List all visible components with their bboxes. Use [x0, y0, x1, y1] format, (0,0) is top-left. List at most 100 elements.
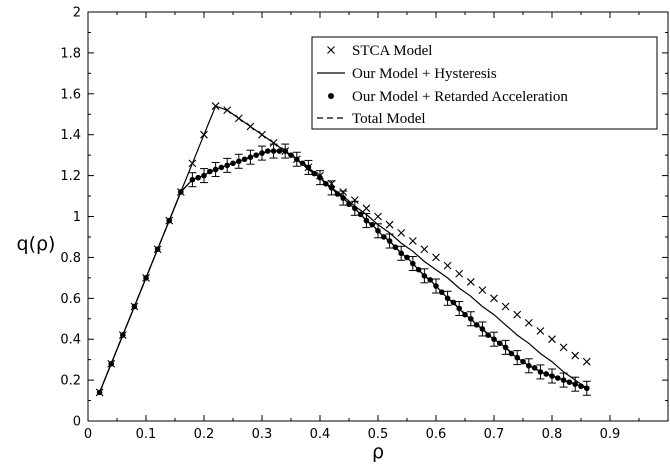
y-tick-label: 0.6 [60, 292, 81, 307]
x-tick-label: 0.8 [542, 427, 563, 442]
stca-point [466, 278, 475, 286]
x-tick-label: 0.1 [136, 427, 157, 442]
cross-stroke [107, 359, 116, 368]
stca-point [397, 228, 406, 237]
cross-stroke [327, 46, 335, 54]
retarded-acceleration-point [537, 369, 544, 375]
y-tick-label: 2 [73, 6, 81, 21]
retarded-acceleration-point [526, 362, 532, 369]
stca-point [408, 237, 417, 245]
retarded-acceleration-point [485, 332, 492, 338]
stca-point [292, 155, 301, 164]
stca-point [246, 122, 255, 131]
retarded-acceleration-point [218, 164, 225, 171]
retarded-acceleration-point [404, 254, 410, 261]
stca-point [362, 204, 371, 213]
cross-stroke [490, 294, 498, 303]
cross-stroke [466, 278, 475, 286]
cross-stroke [350, 196, 359, 205]
cross-stroke [339, 188, 348, 196]
stca-point [211, 102, 220, 110]
cross-stroke [142, 273, 150, 282]
retarded-acceleration-point [247, 154, 254, 160]
retarded-acceleration-point [207, 168, 213, 175]
cross-stroke [165, 216, 174, 225]
retarded-acceleration-point [299, 160, 306, 167]
retarded-acceleration-point [508, 350, 515, 357]
cross-stroke [188, 159, 197, 168]
cross-stroke [455, 269, 464, 278]
stca-point [153, 245, 162, 254]
stca-point [478, 286, 487, 295]
retarded-acceleration-point [276, 148, 283, 154]
cross-stroke [130, 302, 139, 311]
legend-marker-stca [327, 46, 335, 54]
cross-stroke [408, 237, 417, 245]
retarded-acceleration-point [352, 205, 358, 212]
retarded-acceleration-point [410, 260, 416, 267]
retarded-acceleration-point [560, 377, 567, 383]
y-tick-label: 1.2 [60, 169, 81, 184]
y-tick-label: 1.6 [60, 87, 81, 102]
retarded-acceleration-point [433, 283, 439, 289]
retarded-acceleration-point [415, 266, 422, 273]
retarded-acceleration-point [346, 201, 352, 208]
stca-point [95, 388, 104, 397]
stca-point [165, 216, 174, 225]
axis-ticks: 0 0.1 0.2 0.3 0.4 0.5 0.6 0.7 0.8 0.9 0 0.2 0.4 0.6 0.… [60, 6, 668, 442]
cross-stroke [118, 331, 127, 339]
x-axis-title: ρ [372, 441, 384, 463]
stca-point [432, 253, 440, 262]
retarded-acceleration-point [473, 322, 480, 328]
cross-stroke [327, 179, 336, 188]
retarded-acceleration-point [578, 383, 584, 390]
stca-point [536, 327, 545, 335]
stca-point [548, 335, 556, 344]
retarded-acceleration-point [270, 148, 277, 154]
cross-stroke [524, 318, 533, 327]
retarded-acceleration-point [491, 336, 497, 343]
y-tick-label: 1 [73, 210, 81, 225]
stca-point [582, 357, 591, 366]
retarded-acceleration-point [236, 158, 242, 165]
cross-stroke [374, 212, 382, 221]
x-tick-label: 0.6 [426, 427, 447, 442]
y-tick-label: 0.8 [60, 251, 81, 266]
cross-stroke [559, 343, 568, 352]
legend: STCA Model Our Model + Hysteresis Our Mode… [311, 36, 658, 130]
cross-stroke [443, 261, 452, 270]
retarded-acceleration-point [584, 385, 590, 392]
stca-point [339, 188, 348, 196]
cross-stroke [548, 335, 556, 344]
x-tick-label: 0.2 [194, 427, 215, 442]
retarded-acceleration-point [259, 150, 265, 156]
retarded-acceleration-point [375, 228, 381, 234]
retarded-acceleration-point [369, 221, 376, 228]
retarded-acceleration-point [195, 174, 201, 181]
stca-point [513, 310, 522, 319]
stca-point [130, 302, 139, 311]
legend-label: STCA Model [352, 43, 432, 59]
cross-stroke [281, 147, 290, 155]
legend-label: Our Model + Retarded Acceleration [352, 89, 568, 105]
x-tick-label: 0.5 [368, 427, 389, 442]
stca-point [234, 114, 243, 123]
y-tick-label: 0.4 [60, 333, 81, 348]
stca-point [501, 302, 510, 311]
retarded-acceleration-point [444, 295, 451, 302]
cross-stroke [258, 130, 266, 139]
cross-stroke [385, 220, 394, 229]
x-tick-label: 0.4 [310, 427, 331, 442]
stca-point [223, 106, 232, 115]
retarded-acceleration-point [189, 176, 196, 183]
retarded-acceleration-point [531, 365, 538, 371]
cross-stroke [501, 302, 510, 311]
stca-point [571, 351, 580, 360]
retarded-acceleration-point [381, 234, 387, 240]
retarded-acceleration-point [212, 166, 219, 173]
cross-stroke [304, 163, 313, 172]
y-axis-title: q(ρ) [17, 233, 56, 255]
stca-point [490, 294, 498, 303]
y-tick-label: 1.4 [60, 128, 81, 143]
stca-point [269, 138, 278, 147]
